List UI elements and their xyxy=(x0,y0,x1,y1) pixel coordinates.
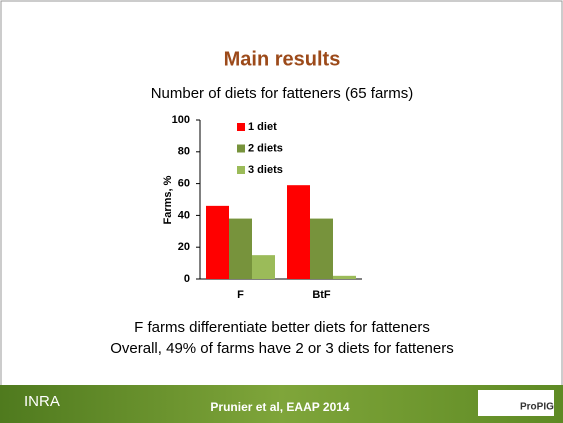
x-tick-label: BtF xyxy=(312,289,331,301)
footer-text: Prunier et al, EAAP 2014 xyxy=(210,400,350,414)
y-tick-label: 60 xyxy=(178,178,190,190)
bar xyxy=(229,218,252,279)
y-tick-label: 80 xyxy=(178,146,190,158)
y-tick-label: 20 xyxy=(178,241,190,253)
legend-label: 2 diets xyxy=(248,142,283,154)
logo-left: INRA xyxy=(24,393,60,410)
bar xyxy=(252,255,275,279)
logo-right: ProPIG xyxy=(520,402,554,413)
y-tick-label: 100 xyxy=(172,114,190,126)
bar xyxy=(310,218,333,279)
y-axis-label: Farms, % xyxy=(162,175,174,224)
logo-right-box xyxy=(478,390,554,416)
y-tick-label: 40 xyxy=(178,209,190,221)
legend-label: 1 diet xyxy=(248,121,277,133)
legend-swatch xyxy=(237,123,245,131)
conclusion: Overall, 49% of farms have 2 or 3 diets … xyxy=(110,340,454,357)
legend-label: 3 diets xyxy=(248,164,283,176)
footer-band xyxy=(0,385,563,423)
legend-swatch xyxy=(237,166,245,174)
legend-swatch xyxy=(237,144,245,153)
bar xyxy=(206,205,229,279)
chart-title: Number of diets for fatteners (65 farms) xyxy=(151,85,414,102)
bar xyxy=(287,185,310,279)
bar xyxy=(333,275,356,279)
conclusion: F farms differentiate better diets for f… xyxy=(134,319,430,336)
y-tick-label: 0 xyxy=(184,273,190,285)
x-tick-label: F xyxy=(237,289,244,301)
slide-title: Main results xyxy=(224,48,341,70)
